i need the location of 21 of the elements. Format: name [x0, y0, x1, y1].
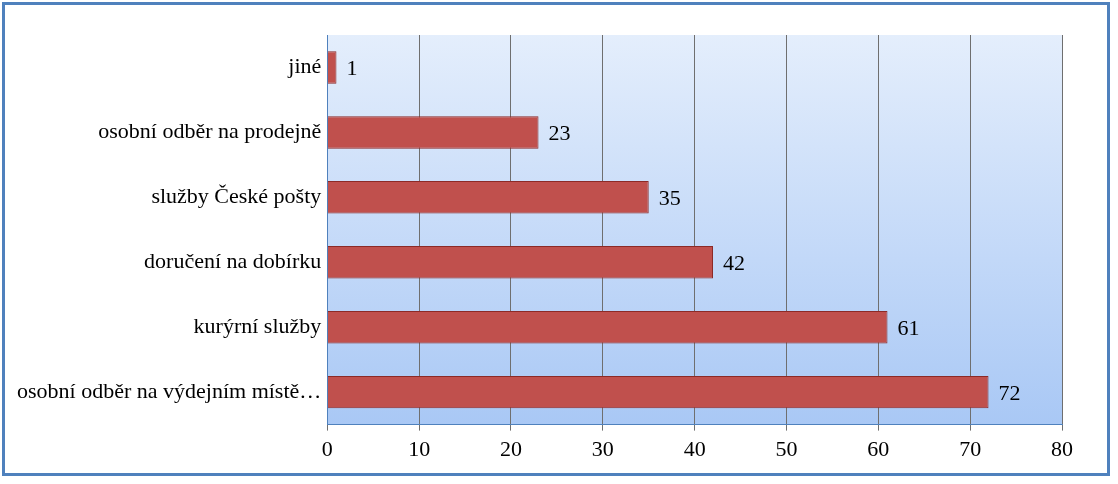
- y-tick-label: služby České pošty: [151, 183, 322, 209]
- x-tick-label: 70: [959, 435, 982, 461]
- x-tick-label: 30: [591, 435, 614, 461]
- x-tick-label: 10: [408, 435, 431, 461]
- x-tick-label: 60: [867, 435, 890, 461]
- data-label: 23: [548, 120, 571, 146]
- x-tick-label: 80: [1051, 435, 1073, 461]
- x-tick-label: 50: [775, 435, 798, 461]
- x-tick-label: 40: [683, 435, 706, 461]
- y-tick-label: kurýrní služby: [193, 312, 322, 338]
- y-tick-label: doručení na dobírku: [144, 248, 322, 274]
- data-label: 1: [346, 55, 358, 81]
- data-label: 42: [723, 250, 746, 276]
- y-tick-label: osobní odběr na prodejně: [98, 118, 322, 144]
- data-label: 72: [998, 379, 1021, 405]
- y-tick-label: jiné: [287, 53, 322, 79]
- x-tick-label: 0: [321, 435, 333, 461]
- data-label: 61: [897, 314, 920, 340]
- y-tick-label: osobní odběr na výdejním místě…: [17, 377, 322, 403]
- data-label: 35: [658, 185, 681, 211]
- x-tick-label: 20: [499, 435, 522, 461]
